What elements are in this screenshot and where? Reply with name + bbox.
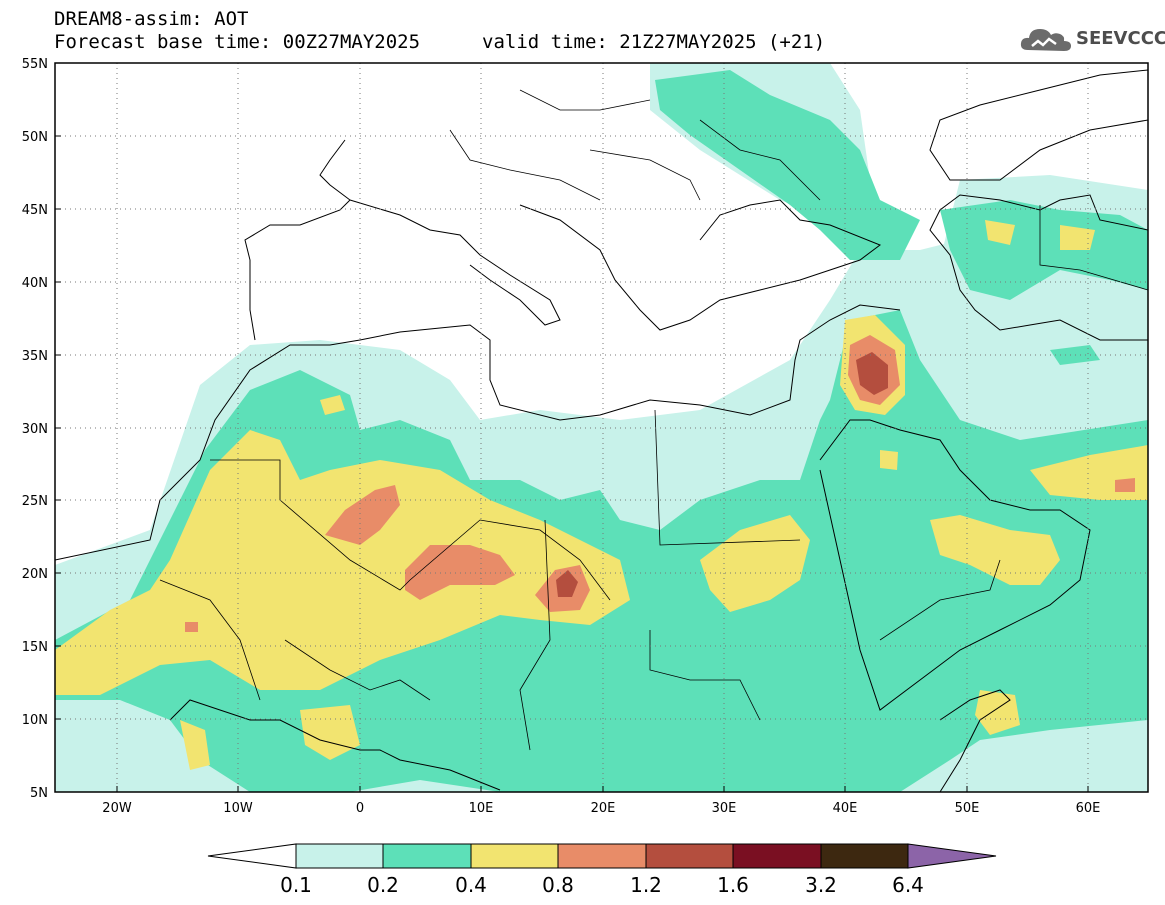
colorbar-swatch (645, 843, 734, 869)
lon-label: 50E (955, 801, 980, 816)
country-borders (159, 89, 1148, 751)
logo-text: SEEVCCC (1076, 28, 1165, 49)
lon-label: 10W (223, 801, 253, 816)
lat-label: 30N (22, 422, 48, 437)
colorbar-swatch-above (907, 843, 997, 869)
colorbar-label: 1.6 (717, 873, 749, 897)
colorbar-labels: 0.1 0.2 0.4 0.8 1.2 1.6 3.2 6.4 (280, 873, 924, 897)
lat-label: 45N (22, 203, 48, 218)
longitude-labels: 20W 10W 0 10E 20E 30E 40E 50E 60E (102, 801, 1100, 816)
lon-label: 0 (356, 801, 364, 816)
colorbar-label: 3.2 (805, 873, 837, 897)
lat-label: 55N (22, 57, 48, 72)
colorbar-label: 1.2 (630, 873, 662, 897)
lat-label: 10N (22, 713, 48, 728)
aot-field (55, 63, 1148, 792)
lon-label: 60E (1076, 801, 1101, 816)
lat-label: 50N (22, 130, 48, 145)
colorbar-swatch-below (207, 843, 297, 869)
lat-label: 25N (22, 494, 48, 509)
seevccc-logo: SEEVCCC (1018, 24, 1165, 56)
coastlines (55, 69, 1148, 792)
lon-label: 10E (469, 801, 494, 816)
graticule (55, 63, 1148, 792)
colorbar (207, 843, 997, 869)
latitude-labels: 55N 50N 45N 40N 35N 30N 25N 20N 15N 10N … (22, 57, 48, 801)
colorbar-label: 0.2 (367, 873, 399, 897)
colorbar-label: 0.4 (455, 873, 487, 897)
lat-label: 15N (22, 640, 48, 655)
lon-label: 30E (712, 801, 737, 816)
colorbar-label: 0.1 (280, 873, 312, 897)
lat-label: 5N (30, 786, 48, 801)
aot-band-1.2-1.6 (556, 352, 888, 597)
colorbar-swatch (470, 843, 559, 869)
valid-time: valid time: 21Z27MAY2025 (+21) (482, 31, 826, 53)
colorbar-label: 0.8 (542, 873, 574, 897)
lon-label: 40E (833, 801, 858, 816)
colorbar-swatch (382, 843, 472, 869)
cloud-icon (1020, 29, 1071, 51)
colorbar-label: 6.4 (892, 873, 924, 897)
colorbar-swatch (295, 843, 384, 869)
lat-label: 20N (22, 567, 48, 582)
forecast-base-time: Forecast base time: 00Z27MAY2025 (54, 31, 421, 53)
map-title: DREAM8-assim: AOT (54, 8, 249, 30)
colorbar-swatch (732, 843, 822, 869)
lat-label: 35N (22, 349, 48, 364)
colorbar-swatch (557, 843, 647, 869)
lon-label: 20W (102, 801, 132, 816)
lon-label: 20E (591, 801, 616, 816)
lat-label: 40N (22, 276, 48, 291)
colorbar-swatch (820, 843, 909, 869)
axis-ticks (55, 62, 1089, 792)
